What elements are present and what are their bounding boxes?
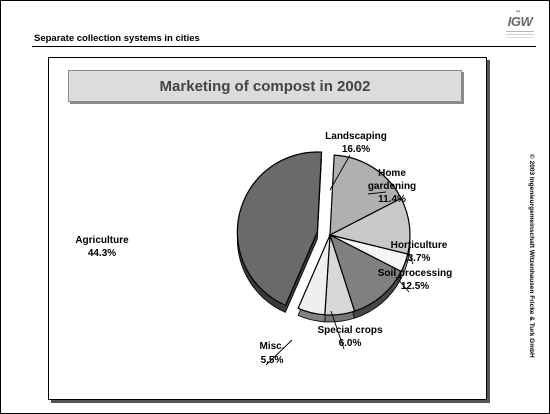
leader-line — [329, 154, 351, 191]
logo-lines-icon — [506, 31, 534, 32]
slice-label: Special crops 6.0% — [317, 325, 382, 349]
leader-line — [395, 276, 410, 293]
leader-line — [367, 191, 387, 195]
logo-mark-icon: ▪▪ — [516, 9, 521, 15]
leader-line — [265, 339, 293, 366]
slice-label: Misc. 5.5% — [259, 341, 284, 366]
chart-title: Marketing of compost in 2002 — [159, 78, 371, 95]
leader-line — [407, 250, 414, 265]
slice-label: Home gardening 11.4% — [368, 168, 416, 205]
slide-title: Separate collection systems in cities — [34, 33, 200, 44]
pie-slice — [329, 154, 402, 237]
slice-label: Soil processing 12.5% — [378, 268, 452, 292]
pie-slice — [328, 233, 403, 312]
slice-label: Horticulture 3.7% — [391, 240, 448, 264]
chart-title-box: Marketing of compost in 2002 — [68, 70, 462, 102]
igw-logo: ▪▪ IGW — [502, 6, 538, 42]
slice-label: Agriculture 44.3% — [75, 235, 129, 259]
logo-text: IGW — [507, 14, 533, 29]
title-divider — [32, 46, 536, 47]
slice-label: Landscaping 16.6% — [325, 131, 387, 155]
leader-line — [330, 310, 345, 350]
pie-slice — [297, 234, 331, 316]
pie-slice — [236, 151, 323, 307]
